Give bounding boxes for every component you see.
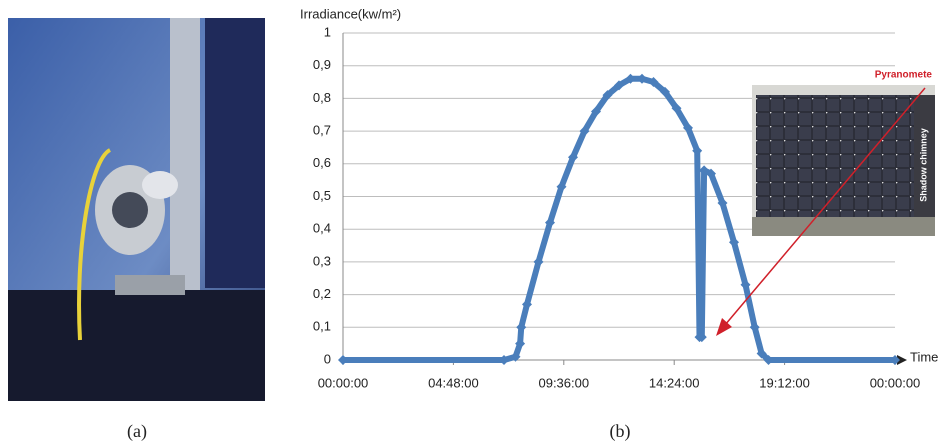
- inset-photo: Pyranomete Shadow chimney: [752, 70, 935, 236]
- data-point: [648, 77, 659, 88]
- x-tick-label: 00:00:00: [318, 375, 369, 390]
- y-tick-label: 0,2: [313, 286, 331, 301]
- y-tick-label: 0,4: [313, 221, 331, 236]
- photo-a: [8, 18, 265, 401]
- data-point: [660, 86, 670, 97]
- annotation: Shadow chimney: [918, 128, 928, 202]
- data-point: [515, 338, 526, 349]
- x-axis-arrow: [897, 355, 907, 365]
- data-point: [729, 237, 739, 248]
- data-point: [749, 322, 760, 333]
- y-axis-label: Irradiance(kw/m²): [300, 6, 401, 21]
- arrow: [716, 87, 926, 336]
- data-point: [625, 73, 636, 84]
- caption: (a): [127, 421, 147, 442]
- data-point: [717, 198, 728, 209]
- y-tick-label: 0,1: [313, 319, 331, 334]
- data-point: [756, 348, 767, 359]
- data-point: [696, 332, 707, 343]
- annotation: Pyranomete: [875, 70, 933, 81]
- y-tick-label: 0,3: [313, 253, 331, 268]
- data-point: [579, 126, 590, 137]
- y-tick-label: 0,8: [313, 90, 331, 105]
- y-tick-label: 0,5: [313, 188, 331, 203]
- data-point: [699, 165, 710, 176]
- data-point: [516, 322, 527, 333]
- x-tick-label: 14:24:00: [649, 375, 700, 390]
- data-point: [671, 103, 682, 114]
- data-point: [522, 299, 532, 310]
- series-line: [343, 75, 895, 363]
- caption: (b): [610, 421, 631, 442]
- x-tick-label: 04:48:00: [428, 375, 479, 390]
- data-point: [614, 80, 624, 91]
- data-point: [338, 355, 348, 365]
- data-point: [890, 355, 900, 365]
- data-point: [510, 351, 521, 362]
- data-point: [499, 355, 509, 365]
- data-point: [545, 217, 555, 228]
- data-point: [591, 106, 601, 117]
- data-point: [706, 168, 716, 179]
- data-point: [740, 279, 751, 290]
- data-point: [556, 181, 567, 192]
- x-axis-label: Time: [910, 349, 938, 364]
- data-point: [568, 152, 578, 163]
- y-tick-label: 0,7: [313, 123, 331, 138]
- y-tick-label: 0,6: [313, 155, 331, 170]
- plot-area: 0 0,1 0,2 0,3 0,4 0,5 0,6 0,7 0,8 0,9 1 00:00:00 04:…: [313, 24, 920, 390]
- data-point: [683, 122, 693, 133]
- data-point: [763, 355, 774, 365]
- y-tick-label: 1: [324, 24, 331, 39]
- x-tick-label: 00:00:00: [870, 375, 921, 390]
- y-tick-label: 0,9: [313, 57, 331, 72]
- x-tick-label: 09:36:00: [538, 375, 589, 390]
- y-tick-label: 0: [324, 351, 331, 366]
- data-point: [637, 73, 647, 84]
- data-point: [533, 256, 544, 267]
- x-tick-label: 19:12:00: [759, 375, 810, 390]
- data-point: [692, 145, 703, 156]
- data-point: [602, 90, 613, 101]
